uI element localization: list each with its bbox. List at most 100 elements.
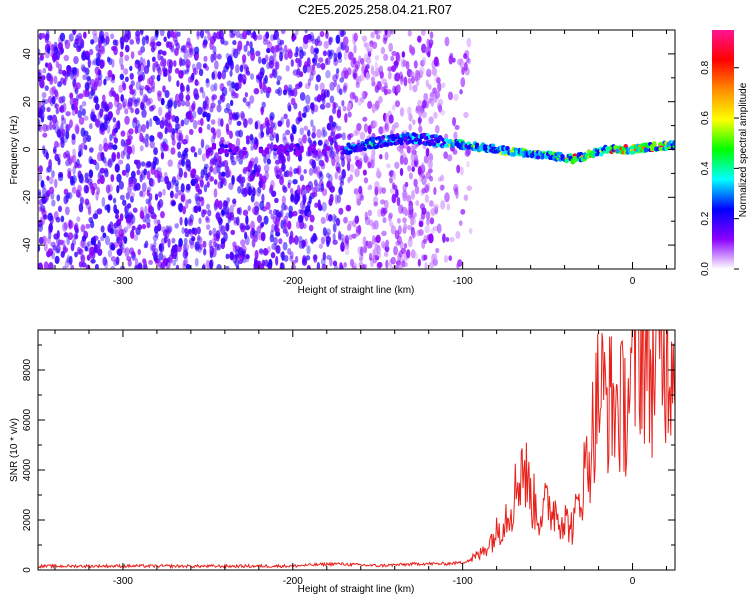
heatmap-cell [42,132,48,138]
heatmap-cell [351,233,357,239]
heatmap-cell [430,228,435,235]
heatmap-cell [424,184,429,194]
heatmap-cell [263,215,269,225]
heatmap-cell [58,96,64,104]
heatmap-cell [212,128,217,136]
heatmap-cell [329,81,335,91]
heatmap-cell [381,78,388,85]
heatmap-cell [105,35,110,46]
heatmap-cell [280,30,286,35]
heatmap-cell [41,91,47,99]
heatmap-cell [398,250,403,258]
heatmap-cell [279,251,285,259]
heatmap-cell [134,265,138,269]
heatmap-cell [46,124,50,132]
heatmap-cell [303,238,308,248]
heatmap-cell [73,42,79,49]
snr-frame [37,329,676,571]
heatmap-cell [347,111,352,118]
heatmap-cell [353,44,357,54]
heatmap-cell [329,257,333,267]
heatmap-cell [342,105,347,112]
heatmap-cell [216,243,222,251]
heatmap-cell [399,147,404,154]
heatmap-cell [313,254,318,263]
heatmap-cell [146,186,152,193]
heatmap-cell [357,97,362,106]
heatmap-cell [209,159,214,168]
heatmap-cell [306,33,312,40]
spectrogram-y-tick-label: 0 [22,146,33,152]
heatmap-cell [433,204,439,210]
heatmap-cell [218,200,223,210]
heatmap-cell [57,63,62,72]
heatmap-cell [53,41,58,49]
heatmap-cell [284,52,289,61]
heatmap-cell [204,96,210,107]
snr-x-tick-label: -100 [453,576,473,587]
heatmap-cell [396,75,400,82]
heatmap-cell [176,141,182,150]
heatmap-cell [112,197,117,204]
heatmap-cell [41,235,47,245]
heatmap-cell [361,65,365,75]
heatmap-cell [245,254,250,260]
heatmap-cell [301,202,306,213]
heatmap-cell [144,138,149,148]
heatmap-cell [229,60,234,71]
heatmap-cell [387,30,393,34]
heatmap-cell [200,196,205,207]
heatmap-cell [124,76,129,83]
heatmap-cell [171,127,176,135]
heatmap-cell [372,41,378,49]
heatmap-cell [115,256,120,266]
heatmap-cell [213,51,217,61]
heatmap-cell [220,225,226,235]
heatmap-cell [142,264,149,269]
heatmap-cell [440,200,446,210]
heatmap-cell [399,240,404,250]
heatmap-cell [129,39,135,45]
heatmap-cell [318,243,323,249]
heatmap-cell [105,184,111,194]
heatmap-cell [413,252,419,260]
heatmap-cell [261,101,266,109]
snr-y-tick-label: 4000 [22,458,33,481]
heatmap-cell [153,240,157,248]
heatmap-cell [54,90,59,100]
heatmap-cell [354,64,359,72]
heatmap-cell [373,219,379,230]
heatmap-cell [316,128,322,139]
heatmap-cell [238,129,244,138]
colorbar-ticks: 0.00.20.40.60.8 [700,60,739,276]
heatmap-cell [71,186,77,194]
heatmap-cell [367,50,372,57]
heatmap-cell [51,170,55,178]
heatmap-cell [269,234,275,243]
heatmap-cell [103,142,109,152]
heatmap-cell [396,196,401,207]
heatmap-cell [398,204,404,215]
heatmap-cell [388,42,394,53]
spectrogram-y-tick-label: 40 [22,48,33,60]
heatmap-cell [341,169,346,179]
heatmap-cell [119,194,125,201]
heatmap-cell [38,189,42,196]
heatmap-cell [452,148,458,155]
heatmap-cell [221,210,225,216]
heatmap-cell [373,201,378,207]
heatmap-cell [39,53,44,61]
heatmap-cell [196,61,202,70]
heatmap-cell [43,261,49,269]
heatmap-cell [142,58,146,68]
heatmap-cell [390,256,397,265]
spectrogram-y-tick-label: -20 [22,190,33,205]
heatmap-cell [273,122,277,131]
heatmap-cell [229,204,234,215]
heatmap-cell [330,126,336,134]
heatmap-cell [83,135,88,143]
heatmap-cell [185,158,191,169]
heatmap-cell [197,246,202,254]
heatmap-cell [106,124,111,134]
heatmap-cell [140,190,146,198]
